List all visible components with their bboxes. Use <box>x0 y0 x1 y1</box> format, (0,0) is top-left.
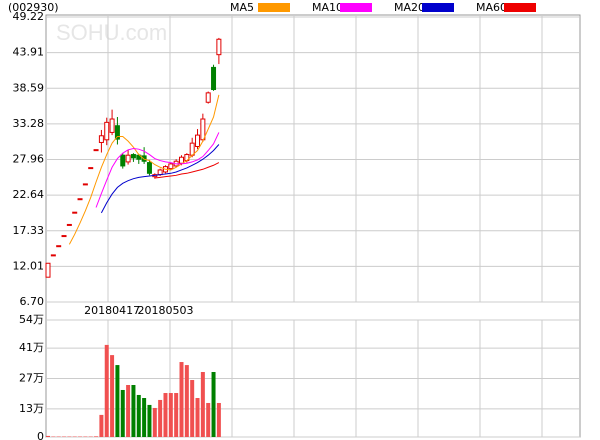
ma-line <box>68 94 220 245</box>
legend-swatch <box>504 3 536 12</box>
candle-body <box>125 154 131 163</box>
candle-body <box>61 235 67 238</box>
y-tick-label: 22.64 <box>13 188 45 201</box>
y-tick-label: 0 <box>37 430 44 440</box>
volume-bar <box>104 344 109 437</box>
volume-bar <box>136 394 141 437</box>
candle-body <box>77 198 83 201</box>
volume-bar <box>147 404 152 437</box>
legend-label: MA20 <box>394 1 425 14</box>
volume-bar <box>211 372 216 437</box>
volume-bar <box>163 393 168 437</box>
y-tick-label: 6.70 <box>20 295 45 308</box>
candle-body <box>45 262 51 278</box>
legend-swatch <box>422 3 454 12</box>
volume-bar <box>158 399 163 437</box>
y-tick-label: 41万 <box>19 341 44 354</box>
legend-swatch <box>340 3 372 12</box>
volume-bar <box>206 402 211 437</box>
volume-bar <box>174 393 179 437</box>
candle-body <box>104 121 110 141</box>
volume-bar <box>94 436 99 437</box>
candle-body <box>114 125 120 140</box>
volume-bar <box>152 407 157 437</box>
candle-body <box>200 118 206 141</box>
y-tick-label: 49.22 <box>13 10 45 23</box>
y-tick-label: 27.96 <box>13 153 45 166</box>
legend-label: MA5 <box>230 1 254 14</box>
chart-title: (002930) <box>8 1 59 14</box>
candle-body <box>82 183 88 186</box>
volume-bar <box>142 398 147 437</box>
candle-body <box>93 149 99 152</box>
candle-body <box>88 167 94 170</box>
y-tick-label: 38.59 <box>13 81 45 94</box>
candle-body <box>56 245 62 248</box>
candle-body <box>168 163 174 170</box>
candle-body <box>146 162 152 174</box>
candle-body <box>109 118 115 133</box>
volume-bar <box>120 389 125 437</box>
x-tick-label: 20180417 <box>84 304 140 317</box>
ma-line <box>154 162 220 179</box>
y-tick-label: 27万 <box>19 372 44 385</box>
y-tick-label: 43.91 <box>13 46 45 59</box>
candle-body <box>205 92 211 103</box>
volume-bar <box>46 435 50 437</box>
volume-bar <box>190 380 195 437</box>
candle-body <box>72 211 78 214</box>
candle-body <box>157 169 163 176</box>
volume-bar <box>99 414 104 437</box>
candle-body <box>141 155 147 162</box>
candle-body <box>216 38 222 56</box>
y-tick-label: 13万 <box>19 402 44 415</box>
watermark: SOHU.com <box>56 20 167 45</box>
volume-bar <box>131 385 136 437</box>
y-tick-label: 12.01 <box>13 259 45 272</box>
volume-bar <box>216 402 221 437</box>
legend-label: MA10 <box>312 1 343 14</box>
candle-body <box>179 156 184 164</box>
volume-bar <box>184 365 189 437</box>
legend-label: MA60 <box>476 1 507 14</box>
candle-body <box>98 135 104 143</box>
candle-body <box>130 154 136 159</box>
volume-bar <box>179 362 184 437</box>
legend-swatch <box>258 3 290 12</box>
candle-body <box>66 223 72 226</box>
volume-bar <box>110 355 115 437</box>
candle-body <box>136 154 142 160</box>
x-tick-label: 20180503 <box>137 304 193 317</box>
ma-line <box>100 144 220 214</box>
volume-bar <box>195 398 200 437</box>
volume-bar <box>200 372 205 437</box>
ma-line <box>95 132 220 208</box>
volume-bar <box>168 393 173 437</box>
y-tick-label: 17.33 <box>13 224 45 237</box>
candle-body <box>211 66 217 91</box>
volume-bar <box>126 385 131 437</box>
y-tick-label: 33.28 <box>13 117 45 130</box>
volume-bar <box>115 365 120 437</box>
y-tick-label: 54万 <box>19 313 44 326</box>
candle-body <box>50 254 56 257</box>
candle-body <box>120 154 126 167</box>
candle-body <box>195 134 201 147</box>
